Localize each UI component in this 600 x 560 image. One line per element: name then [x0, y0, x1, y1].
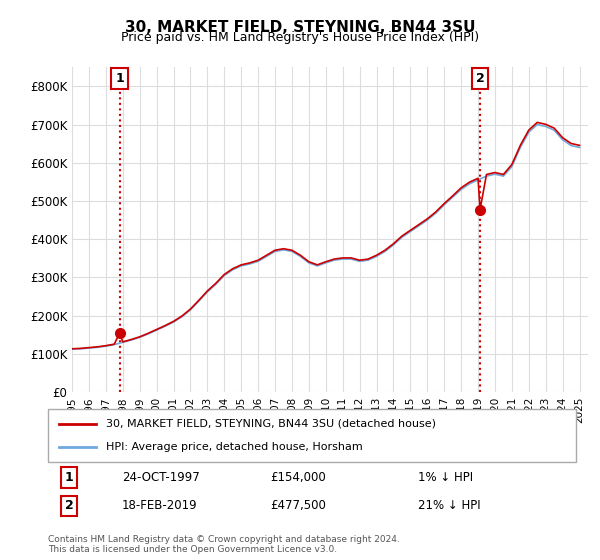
Text: 18-FEB-2019: 18-FEB-2019	[122, 500, 197, 512]
Text: Price paid vs. HM Land Registry's House Price Index (HPI): Price paid vs. HM Land Registry's House …	[121, 31, 479, 44]
Text: 30, MARKET FIELD, STEYNING, BN44 3SU (detached house): 30, MARKET FIELD, STEYNING, BN44 3SU (de…	[106, 419, 436, 429]
Text: HPI: Average price, detached house, Horsham: HPI: Average price, detached house, Hors…	[106, 442, 363, 452]
Text: 1: 1	[115, 72, 124, 85]
Text: 2: 2	[476, 72, 484, 85]
Text: 1: 1	[65, 471, 73, 484]
FancyBboxPatch shape	[48, 409, 576, 462]
Text: £477,500: £477,500	[270, 500, 326, 512]
Text: 2: 2	[65, 500, 73, 512]
Text: 1% ↓ HPI: 1% ↓ HPI	[418, 471, 473, 484]
Text: 21% ↓ HPI: 21% ↓ HPI	[418, 500, 480, 512]
Text: 24-OCT-1997: 24-OCT-1997	[122, 471, 200, 484]
Text: Contains HM Land Registry data © Crown copyright and database right 2024.
This d: Contains HM Land Registry data © Crown c…	[48, 535, 400, 554]
Text: 30, MARKET FIELD, STEYNING, BN44 3SU: 30, MARKET FIELD, STEYNING, BN44 3SU	[125, 20, 475, 35]
Text: £154,000: £154,000	[270, 471, 326, 484]
